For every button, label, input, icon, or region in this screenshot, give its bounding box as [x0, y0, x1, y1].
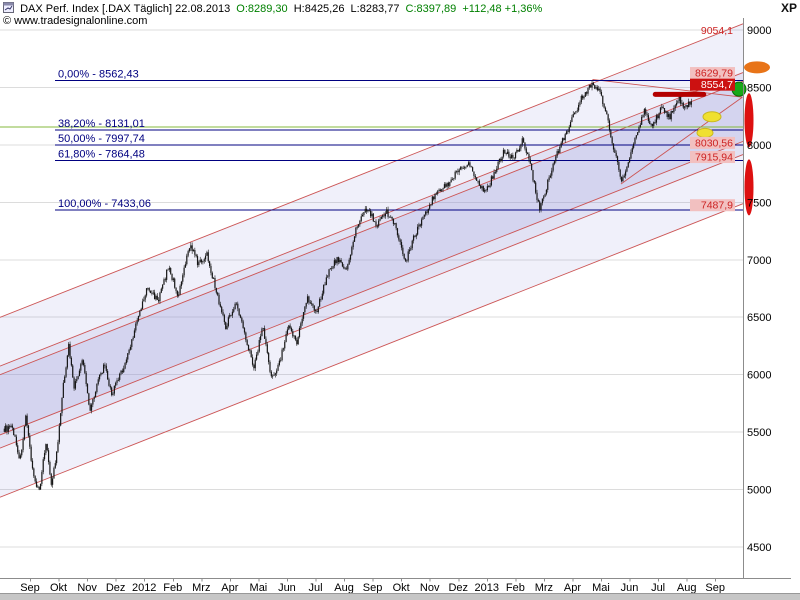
axes-layer: 9000 8500 8000 7500 7000 6500 6000 5500 5000 4500… — [0, 18, 791, 594]
svg-text:Mrz: Mrz — [535, 582, 553, 594]
svg-text:2013: 2013 — [475, 582, 499, 594]
svg-text:Feb: Feb — [506, 582, 525, 594]
chart-window-icon — [3, 2, 14, 13]
svg-text:Sep: Sep — [705, 582, 725, 594]
chart-header: DAX Perf. Index [.DAX Täglich] 22.08.201… — [3, 2, 545, 15]
orange-highlight-ellipse — [744, 61, 770, 74]
svg-text:Aug: Aug — [677, 582, 697, 594]
svg-text:5000: 5000 — [747, 485, 771, 497]
svg-text:Sep: Sep — [363, 582, 383, 594]
svg-text:5500: 5500 — [747, 427, 771, 439]
copyright-watermark: © www.tradesignalonline.com — [3, 15, 148, 27]
svg-text:Sep: Sep — [20, 582, 40, 594]
svg-text:Nov: Nov — [420, 582, 440, 594]
svg-text:Okt: Okt — [393, 582, 410, 594]
grid-layer — [0, 29, 743, 548]
svg-text:Apr: Apr — [221, 582, 238, 594]
svg-text:8554,7: 8554,7 — [701, 79, 733, 91]
svg-text:Aug: Aug — [334, 582, 354, 594]
high-value: H:8425,26 — [293, 3, 345, 15]
candles-layer — [3, 80, 692, 491]
svg-text:8500: 8500 — [747, 82, 771, 94]
svg-text:Mai: Mai — [250, 582, 268, 594]
svg-text:9000: 9000 — [747, 25, 771, 37]
svg-text:Feb: Feb — [163, 582, 182, 594]
svg-text:Dez: Dez — [448, 582, 468, 594]
svg-text:6000: 6000 — [747, 370, 771, 382]
trend-channel-layer — [0, 23, 744, 498]
yellow-highlight-1 — [702, 111, 722, 123]
svg-text:38,20% - 8131,01: 38,20% - 8131,01 — [58, 118, 145, 130]
low-value: L:8283,77 — [350, 3, 400, 15]
svg-text:Apr: Apr — [564, 582, 581, 594]
open-value: O:8289,30 — [236, 3, 288, 15]
svg-text:Jun: Jun — [278, 582, 296, 594]
svg-text:8030,56: 8030,56 — [695, 137, 733, 149]
svg-text:Dez: Dez — [106, 582, 126, 594]
svg-text:61,80% - 7864,48: 61,80% - 7864,48 — [58, 148, 145, 160]
svg-text:Mrz: Mrz — [192, 582, 210, 594]
svg-text:8000: 8000 — [747, 140, 771, 152]
red-oval-lower — [744, 159, 754, 216]
svg-text:100,00% - 7433,06: 100,00% - 7433,06 — [58, 198, 151, 210]
yellow-highlight-2 — [696, 127, 714, 138]
bottom-scrollbar[interactable] — [0, 593, 800, 600]
svg-text:Nov: Nov — [77, 582, 97, 594]
annotation-layer — [652, 61, 770, 216]
svg-text:Jul: Jul — [651, 582, 665, 594]
svg-text:Mai: Mai — [592, 582, 610, 594]
svg-text:7500: 7500 — [747, 197, 771, 209]
svg-text:2012: 2012 — [132, 582, 156, 594]
svg-text:7487,9: 7487,9 — [701, 200, 733, 212]
close-value: C:8397,89 — [405, 3, 457, 15]
svg-text:9054,1: 9054,1 — [701, 25, 733, 37]
svg-text:Okt: Okt — [50, 582, 67, 594]
svg-text:4500: 4500 — [747, 542, 771, 554]
xp-logo: XP — [780, 1, 797, 15]
svg-text:6500: 6500 — [747, 312, 771, 324]
svg-text:8629,79: 8629,79 — [695, 68, 733, 80]
svg-text:Jun: Jun — [621, 582, 639, 594]
instrument-title: DAX Perf. Index [.DAX Täglich] 22.08.201… — [20, 3, 231, 15]
fibonacci-layer: 0,00% - 8562,43 38,20% - 8131,01 50,00% - … — [55, 68, 743, 211]
svg-text:7000: 7000 — [747, 255, 771, 267]
svg-text:50,00% - 7997,74: 50,00% - 7997,74 — [58, 133, 145, 145]
svg-text:Jul: Jul — [308, 582, 322, 594]
change-value: +112,48 +1,36% — [462, 3, 543, 15]
red-oval-upper — [744, 93, 754, 148]
svg-text:7915,94: 7915,94 — [695, 152, 733, 164]
svg-text:0,00% - 8562,43: 0,00% - 8562,43 — [58, 68, 139, 80]
